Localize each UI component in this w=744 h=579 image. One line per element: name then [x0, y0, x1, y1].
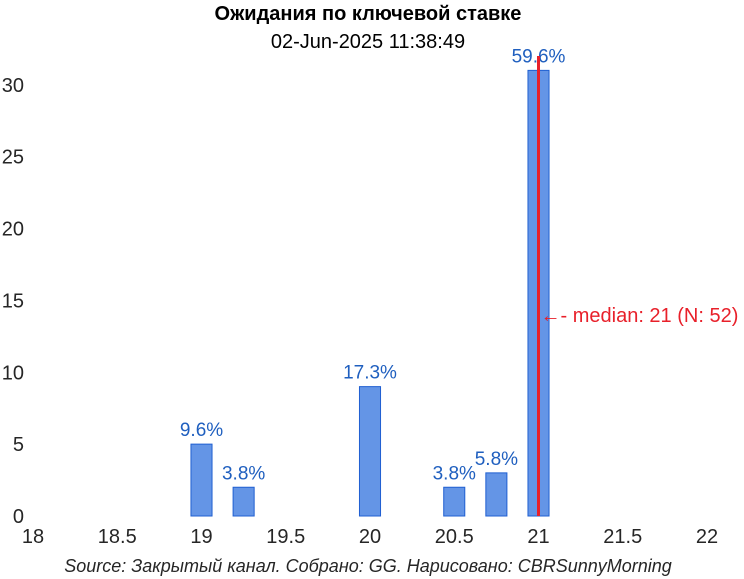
chart-title: Ожидания по ключевой ставке [215, 3, 522, 25]
x-tick-label: 18 [22, 526, 44, 548]
x-tick-label: 20.5 [435, 526, 474, 548]
x-tick-label: 20 [359, 526, 381, 548]
bar-label: 17.3% [343, 363, 397, 384]
bar-label: 3.8% [433, 463, 476, 484]
bar [443, 486, 466, 517]
x-tick-label: 19 [190, 526, 212, 548]
chart-subtitle: 02-Jun-2025 11:38:49 [271, 31, 465, 53]
y-tick-label: 15 [2, 290, 24, 312]
y-tick-label: 0 [13, 506, 24, 528]
x-tick-label: 21.5 [603, 526, 642, 548]
bar-label: 3.8% [222, 463, 265, 484]
x-tick-label: 22 [696, 526, 718, 548]
bar [358, 386, 382, 517]
bar [190, 443, 213, 517]
y-tick-label: 10 [2, 362, 24, 384]
median-label: ←- median: 21 (N: 52) [541, 305, 739, 327]
y-tick-label: 30 [2, 75, 24, 97]
bar-label: 9.6% [180, 420, 223, 441]
bar [485, 472, 508, 517]
source-note: Source: Закрытый канал. Собрано: GG. Нар… [64, 556, 672, 576]
x-tick-label: 19.5 [266, 526, 305, 548]
bar-label: 5.8% [475, 449, 518, 470]
y-axis-ticks: 0 5 10 15 20 25 30 [2, 75, 24, 528]
y-tick-label: 20 [2, 219, 24, 241]
x-tick-label: 21 [527, 526, 549, 548]
x-tick-label: 18.5 [98, 526, 137, 548]
y-tick-label: 25 [2, 147, 24, 169]
y-tick-label: 5 [13, 434, 24, 456]
bar [232, 486, 255, 517]
x-axis-ticks: 18 18.5 19 19.5 20 20.5 21 21.5 22 [22, 526, 718, 548]
